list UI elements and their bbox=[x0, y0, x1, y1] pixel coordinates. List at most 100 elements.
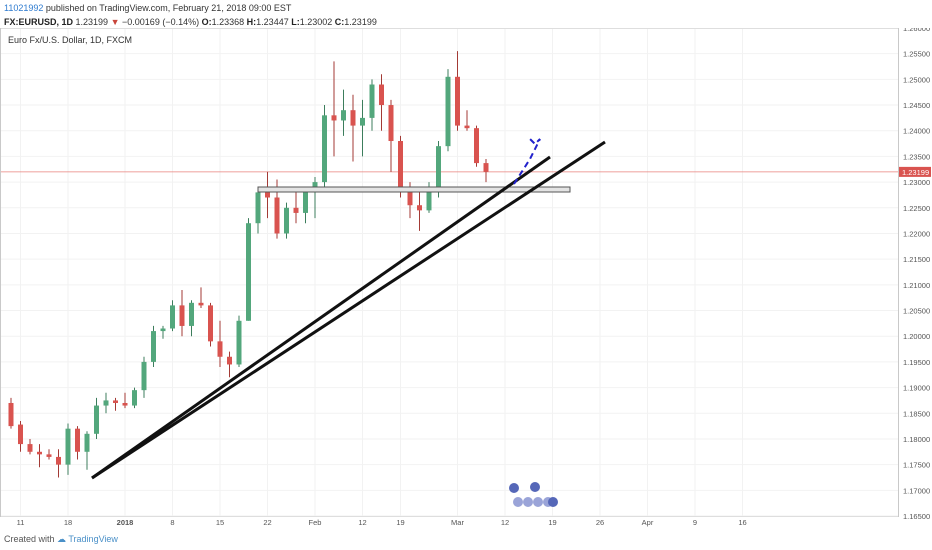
y-tick-label: 1.23500 bbox=[903, 152, 930, 161]
candle[interactable] bbox=[18, 420, 23, 452]
candle-body bbox=[227, 356, 232, 365]
candle[interactable] bbox=[217, 320, 223, 368]
brand-name[interactable]: TradingView bbox=[68, 534, 118, 544]
candle[interactable] bbox=[27, 438, 33, 455]
event-icon[interactable] bbox=[513, 497, 523, 507]
candle[interactable] bbox=[75, 426, 80, 460]
high-label: H: bbox=[246, 17, 257, 27]
candle[interactable] bbox=[46, 449, 52, 460]
candle-body bbox=[84, 433, 90, 452]
candle[interactable] bbox=[388, 99, 394, 172]
candle[interactable] bbox=[341, 89, 346, 136]
x-tick-label: 11 bbox=[17, 518, 25, 527]
candle[interactable] bbox=[350, 94, 356, 162]
event-icon[interactable] bbox=[533, 497, 543, 507]
trendline-lower[interactable] bbox=[91, 140, 606, 480]
low-label: L: bbox=[291, 17, 300, 27]
candle[interactable] bbox=[369, 79, 375, 131]
event-icons[interactable] bbox=[509, 482, 558, 507]
chart-area[interactable]: 1.16500 1.17000 1.17500 1.18000 1.18500 1.190… bbox=[0, 24, 932, 530]
candle[interactable] bbox=[122, 392, 128, 409]
candle[interactable] bbox=[255, 187, 261, 234]
candle[interactable] bbox=[151, 325, 156, 368]
candle-body bbox=[417, 205, 422, 211]
support-zone-rectangle[interactable] bbox=[257, 186, 571, 193]
candle[interactable] bbox=[293, 192, 299, 224]
candle[interactable] bbox=[56, 449, 61, 478]
y-tick-label: 1.17500 bbox=[903, 461, 930, 470]
candle-body bbox=[407, 187, 413, 206]
chart-title: Euro Fx/U.S. Dollar, 1D, FXCM bbox=[8, 35, 132, 45]
candle[interactable] bbox=[160, 325, 166, 339]
candle-body bbox=[189, 302, 194, 326]
candle-body bbox=[236, 320, 242, 365]
price-chart[interactable]: 1.16500 1.17000 1.17500 1.18000 1.18500 1.190… bbox=[0, 24, 932, 530]
drawings[interactable] bbox=[91, 138, 606, 507]
open-value: 1.23368 bbox=[211, 17, 245, 27]
trendline-upper[interactable] bbox=[91, 155, 551, 480]
candle[interactable] bbox=[236, 315, 242, 368]
candle-body bbox=[8, 402, 14, 427]
y-tick-label: 1.20500 bbox=[903, 307, 930, 316]
event-icon[interactable] bbox=[548, 497, 558, 507]
candle[interactable] bbox=[331, 61, 337, 157]
event-icon[interactable] bbox=[509, 483, 519, 493]
candle[interactable] bbox=[445, 69, 451, 152]
candle-body bbox=[132, 390, 137, 406]
candle[interactable] bbox=[189, 300, 194, 337]
candle-body bbox=[18, 424, 23, 445]
candle[interactable] bbox=[227, 351, 232, 378]
high-value: 1.23447 bbox=[256, 17, 289, 27]
footer: Created with ☁ TradingView bbox=[4, 534, 118, 545]
candle[interactable] bbox=[94, 397, 99, 439]
candle[interactable] bbox=[303, 187, 308, 224]
event-icon[interactable] bbox=[523, 497, 533, 507]
candle[interactable] bbox=[284, 202, 289, 239]
candle[interactable] bbox=[208, 302, 213, 347]
candle[interactable] bbox=[170, 300, 175, 332]
candle[interactable] bbox=[65, 423, 71, 475]
candle[interactable] bbox=[198, 287, 204, 308]
candle[interactable] bbox=[379, 74, 384, 131]
candle-body bbox=[360, 117, 365, 126]
down-arrow-icon: ▼ bbox=[110, 17, 120, 27]
candle[interactable] bbox=[179, 289, 185, 337]
candle[interactable] bbox=[246, 218, 251, 321]
x-tick-label: Feb bbox=[309, 518, 322, 527]
y-tick-label: 1.24500 bbox=[903, 101, 930, 110]
y-tick-label: 1.22500 bbox=[903, 204, 930, 213]
candle-body bbox=[170, 305, 175, 329]
candle[interactable] bbox=[132, 387, 137, 409]
candle[interactable] bbox=[483, 158, 489, 183]
candle[interactable] bbox=[417, 187, 422, 231]
y-tick-label: 1.21000 bbox=[903, 281, 930, 290]
x-tick-label: 19 bbox=[396, 518, 404, 527]
candle[interactable] bbox=[141, 356, 147, 398]
candle[interactable] bbox=[84, 431, 90, 470]
candle-body bbox=[398, 141, 403, 188]
y-tick-label: 1.16500 bbox=[903, 512, 930, 521]
candle-body bbox=[75, 428, 80, 452]
candle-body bbox=[445, 76, 451, 147]
candle[interactable] bbox=[103, 392, 109, 414]
x-tick-label: 19 bbox=[548, 518, 556, 527]
created-with-text: Created with bbox=[4, 534, 55, 544]
candle[interactable] bbox=[265, 171, 270, 219]
x-tick-label: 16 bbox=[738, 518, 746, 527]
candle[interactable] bbox=[113, 397, 118, 411]
x-tick-label: 26 bbox=[596, 518, 604, 527]
candle[interactable] bbox=[464, 110, 470, 131]
x-tick-label: Apr bbox=[642, 518, 654, 527]
candle[interactable] bbox=[455, 51, 460, 131]
candle[interactable] bbox=[360, 99, 365, 157]
publisher-id[interactable]: 11021992 bbox=[4, 3, 44, 13]
candle-body bbox=[474, 128, 479, 164]
candle[interactable] bbox=[8, 397, 14, 429]
candle[interactable] bbox=[322, 105, 327, 188]
y-tick-label: 1.21500 bbox=[903, 255, 930, 264]
candle[interactable] bbox=[474, 125, 479, 167]
event-icon[interactable] bbox=[530, 482, 540, 492]
candle[interactable] bbox=[37, 444, 42, 468]
candle[interactable] bbox=[312, 176, 318, 219]
projection-arrow[interactable] bbox=[513, 138, 541, 185]
